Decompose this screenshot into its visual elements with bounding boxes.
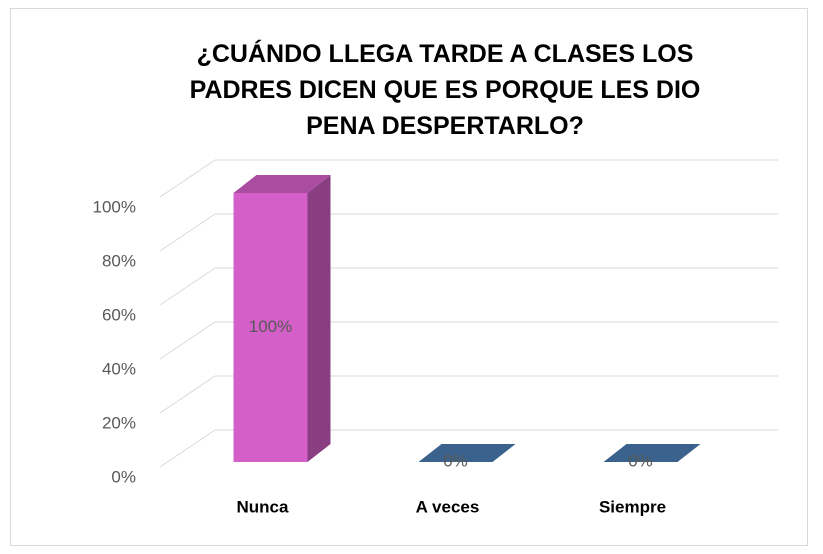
y-tick-label: 80% <box>102 251 136 270</box>
bar-side <box>307 175 331 462</box>
bar-top <box>233 175 331 193</box>
x-tick-label: Nunca <box>237 497 290 516</box>
bar-front <box>233 193 308 462</box>
y-tick-label: 0% <box>111 467 136 486</box>
grid-diagonal <box>159 375 216 414</box>
grid-diagonal <box>159 429 216 468</box>
bar-top <box>418 444 516 462</box>
grid-diagonal <box>159 159 216 198</box>
y-tick-label: 20% <box>102 413 136 432</box>
y-tick-label: 60% <box>102 305 136 324</box>
data-label: 0% <box>443 451 468 470</box>
chart-title: ¿CUÁNDO LLEGA TARDE A CLASES LOS PADRES … <box>189 40 701 140</box>
data-label: 100% <box>249 317 292 336</box>
grid-diagonal <box>159 321 216 360</box>
grid-diagonal <box>159 267 216 306</box>
x-tick-label: A veces <box>416 497 480 516</box>
grid-diagonal <box>159 213 216 252</box>
x-tick-label: Siempre <box>599 497 666 516</box>
data-label: 0% <box>628 451 653 470</box>
bar-top <box>603 444 701 462</box>
y-tick-label: 40% <box>102 359 136 378</box>
y-tick-label: 100% <box>93 197 136 216</box>
